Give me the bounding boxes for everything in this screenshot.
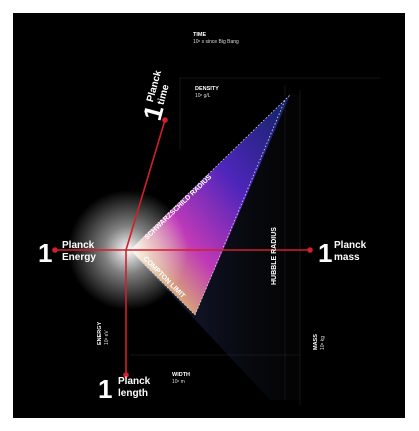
planck-label: Planck xyxy=(334,240,367,251)
axis-unit: 10ˣ g/L xyxy=(195,93,211,99)
axis-unit: 10ˣ eV xyxy=(104,330,110,345)
planck-number: 1 xyxy=(318,238,332,268)
axis-title: TIME xyxy=(193,32,206,38)
planck-label: mass xyxy=(334,252,360,263)
axis-title: MASS xyxy=(313,334,319,350)
infographic: TIME 10ˣ s since Big Bang DENSITY 10ˣ g/… xyxy=(0,0,419,431)
limit-label: HUBBLE RADIUS xyxy=(271,227,278,285)
axis-title: DENSITY xyxy=(195,86,219,92)
axis-unit: 10ˣ s since Big Bang xyxy=(193,39,239,45)
planck-label: Energy xyxy=(62,252,96,263)
axis-title: ENERGY xyxy=(97,321,103,345)
axis-unit: 10ˣ kg xyxy=(320,336,326,350)
planck-number: 1 xyxy=(38,238,52,268)
planck-label: length xyxy=(118,388,148,399)
planck-glow xyxy=(13,13,405,418)
page: {"axes":{"time":{"title":"TIME","unit":"… xyxy=(0,0,419,431)
planck-label: Planck xyxy=(62,240,95,251)
planck-label: Planck xyxy=(118,376,151,387)
planck-number: 1 xyxy=(98,374,112,404)
axis-title: WIDTH xyxy=(172,372,190,378)
axis-unit: 10ˣ m xyxy=(172,379,185,385)
